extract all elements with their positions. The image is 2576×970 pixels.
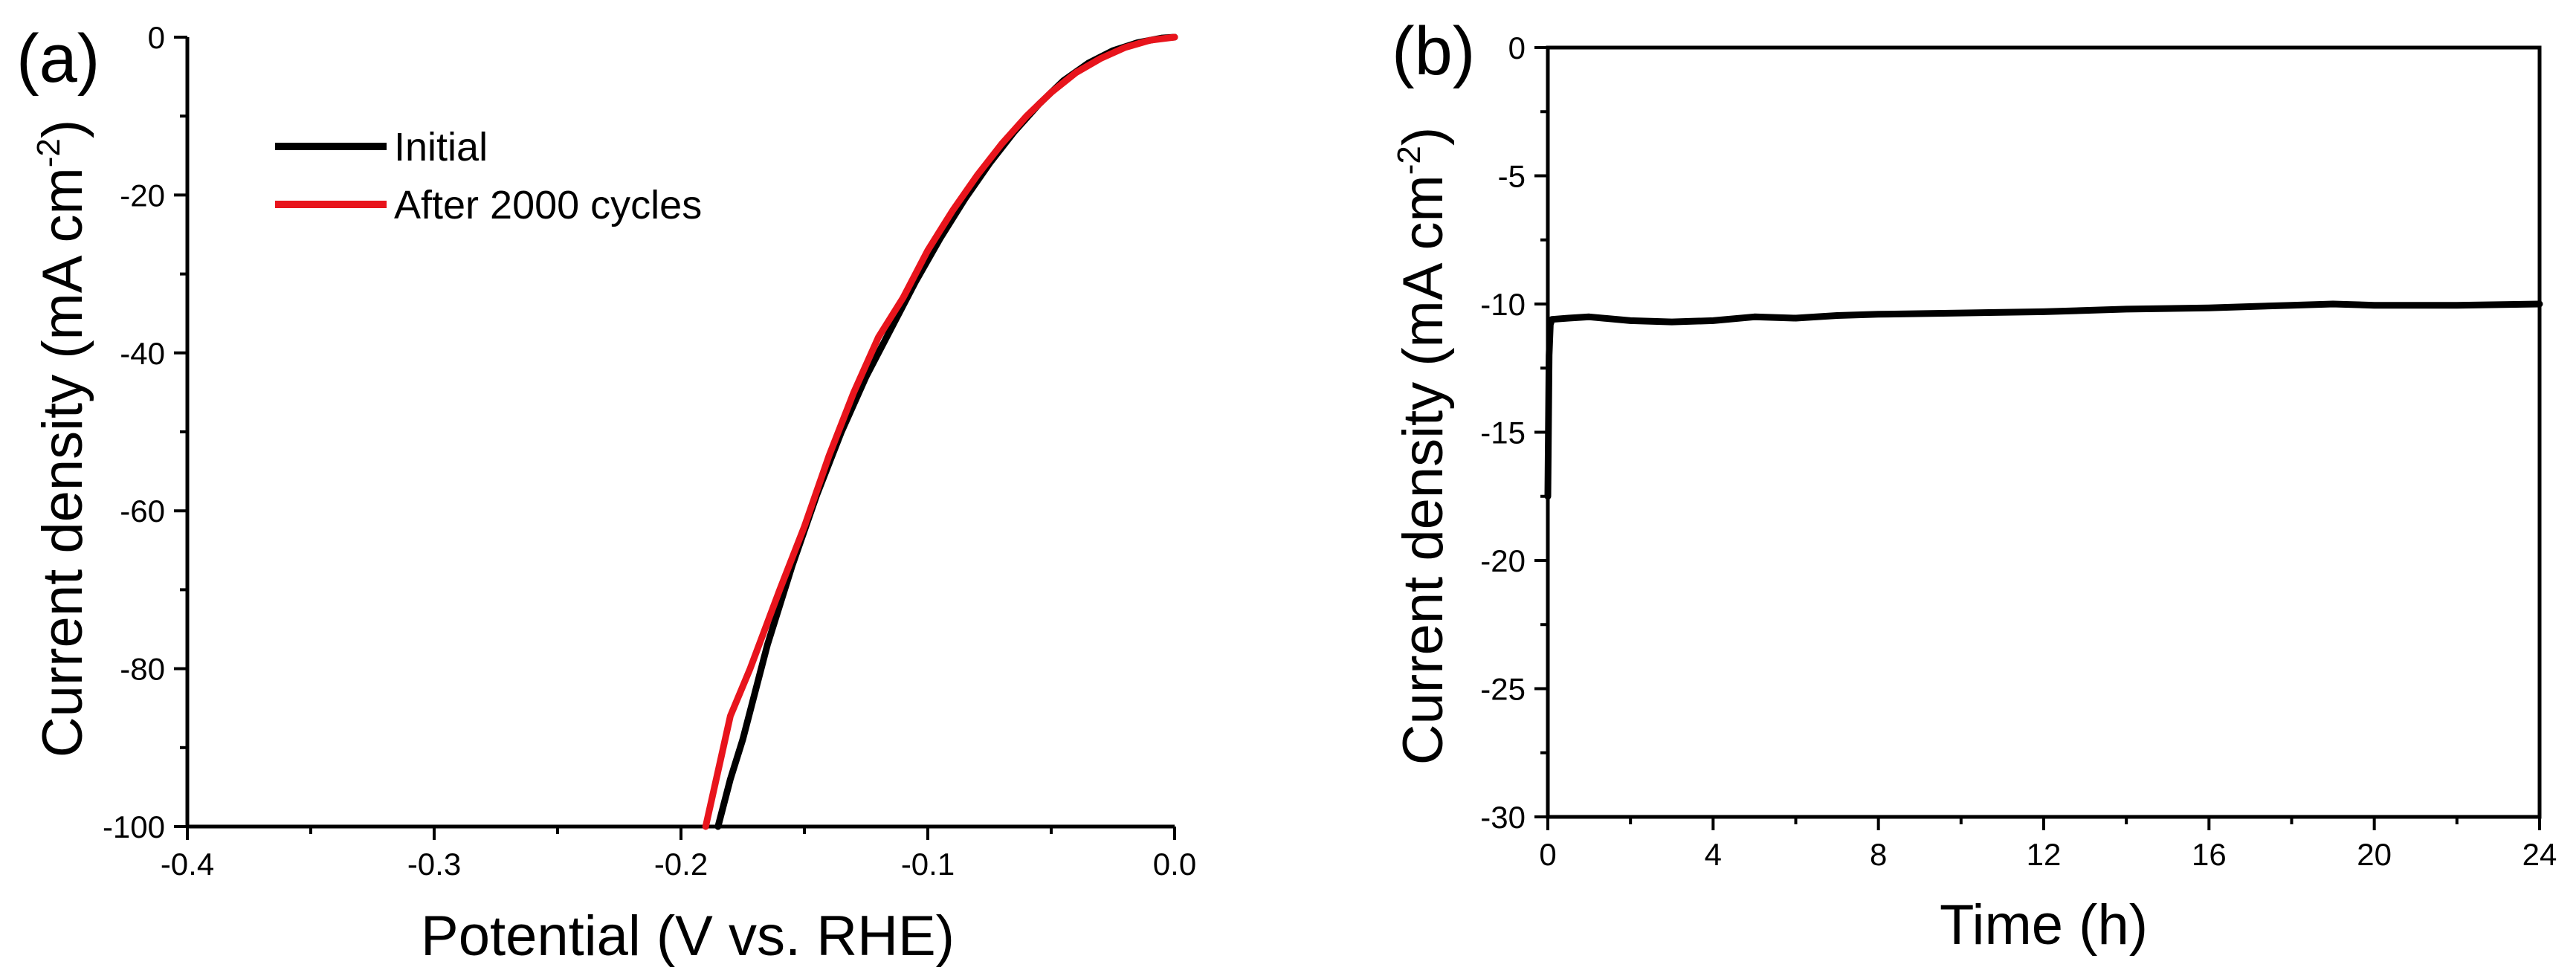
panel-a-x-tick-label: -0.4	[161, 847, 214, 882]
panel-b-y-tick-label: -20	[1480, 543, 1526, 578]
panel-a-y-tick-label: -40	[120, 336, 165, 371]
panel-b-x-tick-label: 16	[2192, 837, 2227, 872]
panel-a-label: (a)	[16, 21, 100, 97]
panel-b: (b) 0 4 8 12 16 20 24 0 -5 -10 -15 -20 -25 -30 Time (…	[1391, 13, 2557, 957]
panel-a-y-tick-label: 0	[148, 20, 165, 55]
panel-b-y-tick-label: -30	[1480, 800, 1526, 835]
panel-b-x-tick-label: 12	[2027, 837, 2062, 872]
panel-a-x-tick-label: -0.3	[407, 847, 461, 882]
panel-b-y-tick-label: -15	[1480, 416, 1526, 450]
panel-b-y-axis-title: Current density (mA cm-2)	[1391, 127, 1455, 765]
panel-a-y-tick-label: -100	[103, 809, 165, 844]
panel-a-legend: Initial After 2000 cycles	[275, 125, 702, 227]
panel-a-series-initial	[714, 33, 1178, 830]
panel-b-x-axis-title: Time (h)	[1940, 893, 2148, 957]
panel-a-plot-area: -0.4 -0.3 -0.2 -0.1 0.0 0 -20 -40 -60 -80 -100	[103, 20, 1196, 882]
panel-a-series-after-2000-cycles	[702, 33, 1178, 830]
panel-a-x-tick-label: -0.1	[901, 847, 955, 882]
panel-b-y-tick-label: -10	[1480, 287, 1526, 322]
panel-b-y-tick-label: -25	[1480, 672, 1526, 707]
panel-a-y-tick-label: -80	[120, 652, 165, 687]
panel-b-label: (b)	[1392, 13, 1475, 89]
panel-a-x-axis-title: Potential (V vs. RHE)	[421, 905, 955, 968]
panel-a-x-tick-label: -0.2	[654, 847, 708, 882]
panel-b-y-tick-label: 0	[1508, 30, 1526, 65]
panel-a-x-tick-label: 0.0	[1153, 847, 1196, 882]
panel-a-y-axis-title: Current density (mA cm-2)	[30, 120, 94, 757]
panel-b-x-tick-label: 24	[2522, 837, 2557, 872]
panel-b-frame	[1546, 45, 2542, 819]
legend-initial-label: Initial	[394, 125, 488, 169]
panel-b-x-tick-label: 4	[1705, 837, 1722, 872]
panel-b-x-tick-label: 8	[1870, 837, 1887, 872]
panel-b-x-tick-label: 20	[2357, 837, 2392, 872]
panel-b-series-stability	[1544, 300, 2543, 500]
panel-a-y-tick-label: -60	[120, 494, 165, 528]
panel-a: (a) -0.4 -0.3 -0.2 -0.1 0.0 0 -20 -40 -60 -80 -100…	[16, 20, 1196, 968]
panel-b-plot-area: 0 4 8 12 16 20 24 0 -5 -10 -15 -20 -25 -30	[1480, 30, 2557, 872]
panel-b-y-tick-label: -5	[1498, 159, 1526, 194]
panel-a-y-tick-label: -20	[120, 178, 165, 213]
legend-after-label: After 2000 cycles	[394, 183, 702, 227]
panel-b-x-tick-label: 0	[1539, 837, 1556, 872]
